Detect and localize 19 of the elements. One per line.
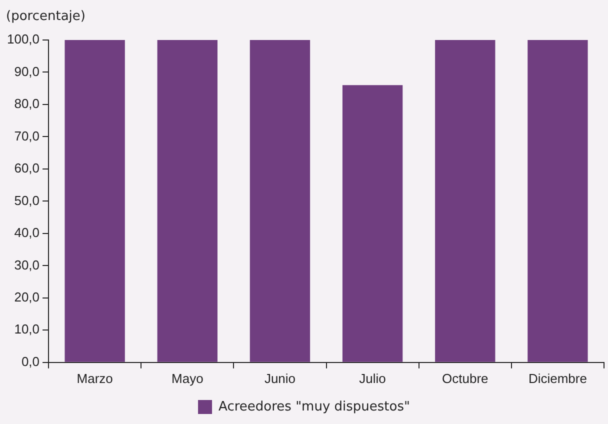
- y-tick-label: 100,0: [6, 32, 40, 47]
- x-tick-label: Marzo: [76, 370, 113, 386]
- y-tick-label: 20,0: [14, 290, 40, 304]
- x-tick-label: Julio: [359, 370, 386, 386]
- y-tick-label: 30,0: [14, 257, 40, 272]
- y-tick-label: 0,0: [21, 354, 40, 369]
- x-tick-label: Mayo: [172, 370, 204, 386]
- y-tick-label: 10,0: [14, 322, 40, 337]
- y-axis-title: (porcentaje): [6, 8, 86, 24]
- x-tick-label: Octubre: [442, 370, 488, 386]
- y-tick-label: 50,0: [14, 192, 40, 208]
- x-tick-label: Diciembre: [528, 370, 587, 386]
- y-tick-label: 80,0: [14, 96, 40, 112]
- x-tick-label: Junio: [264, 370, 296, 386]
- y-tick-label: 40,0: [14, 225, 40, 240]
- y-tick-label: 60,0: [14, 160, 40, 176]
- y-tick-label: 90,0: [14, 64, 40, 79]
- legend-label: Acreedores "muy dispuestos": [218, 399, 410, 414]
- y-tick-label: 70,0: [14, 128, 40, 144]
